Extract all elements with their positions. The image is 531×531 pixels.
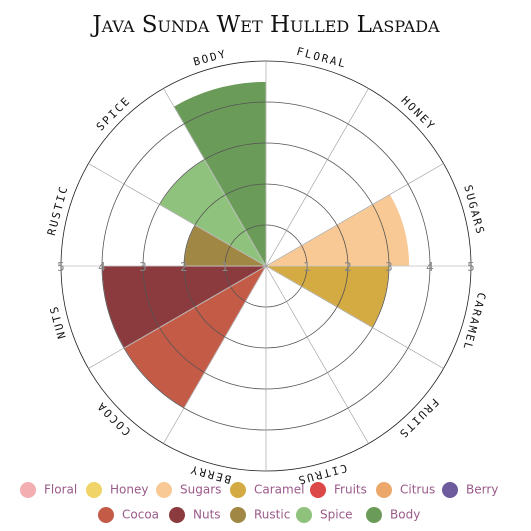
r-tick-label: 1	[221, 260, 229, 274]
spoke	[265, 265, 369, 444]
legend-label: Sugars	[180, 483, 221, 497]
legend-swatch	[376, 482, 392, 498]
spoke	[88, 163, 267, 267]
legend-label: Citrus	[400, 483, 435, 497]
wedge	[173, 81, 267, 268]
wedge	[264, 265, 390, 329]
category-label: Floral	[295, 45, 348, 71]
legend-swatch	[169, 507, 185, 523]
spoke	[163, 265, 267, 444]
spoke	[163, 88, 267, 267]
r-tick-label: 1	[303, 260, 311, 274]
r-tick-label: 3	[385, 260, 393, 274]
r-tick-label: 4	[426, 260, 434, 274]
category-label: Rustic	[45, 184, 71, 237]
legend-label: Honey	[110, 483, 148, 497]
category-label: Fruits	[395, 395, 441, 441]
category-label: Honey	[399, 94, 439, 134]
category-label: Sugars	[461, 184, 487, 237]
legend-swatch	[20, 482, 36, 498]
legend-label: Spice	[320, 508, 353, 522]
legend-swatch	[310, 482, 326, 498]
category-label: Spice	[94, 94, 134, 134]
spoke	[265, 88, 369, 267]
legend-swatch	[86, 482, 102, 498]
legend-swatch	[230, 507, 246, 523]
spoke	[265, 163, 444, 267]
legend-label: Nuts	[193, 508, 221, 522]
r-tick-label: 5	[467, 260, 475, 274]
legend-label: Berry	[466, 483, 498, 497]
legend-label: Fruits	[334, 483, 367, 497]
spoke	[265, 265, 444, 369]
r-tick-label: 4	[98, 260, 106, 274]
chart-title: Java Sunda Wet Hulled Laspada	[90, 12, 440, 38]
r-tick-label: 5	[57, 260, 65, 274]
legend-swatch	[442, 482, 458, 498]
r-tick-label: 2	[344, 260, 352, 274]
legend-label: Caramel	[254, 483, 304, 497]
legend-swatch	[366, 507, 382, 523]
legend-label: Floral	[44, 483, 77, 497]
wedge	[264, 193, 410, 267]
category-label: Cocoa	[94, 399, 134, 439]
legend-swatch	[296, 507, 312, 523]
r-tick-label: 3	[139, 260, 147, 274]
legend-swatch	[156, 482, 172, 498]
r-tick-label: 2	[180, 260, 188, 274]
legend-label: Rustic	[254, 508, 290, 522]
legend-label: Cocoa	[122, 508, 159, 522]
category-label: Caramel	[460, 291, 488, 353]
legend-swatch	[98, 507, 114, 523]
legend-label: Body	[390, 508, 420, 522]
spoke	[88, 265, 267, 369]
legend-swatch	[230, 482, 246, 498]
